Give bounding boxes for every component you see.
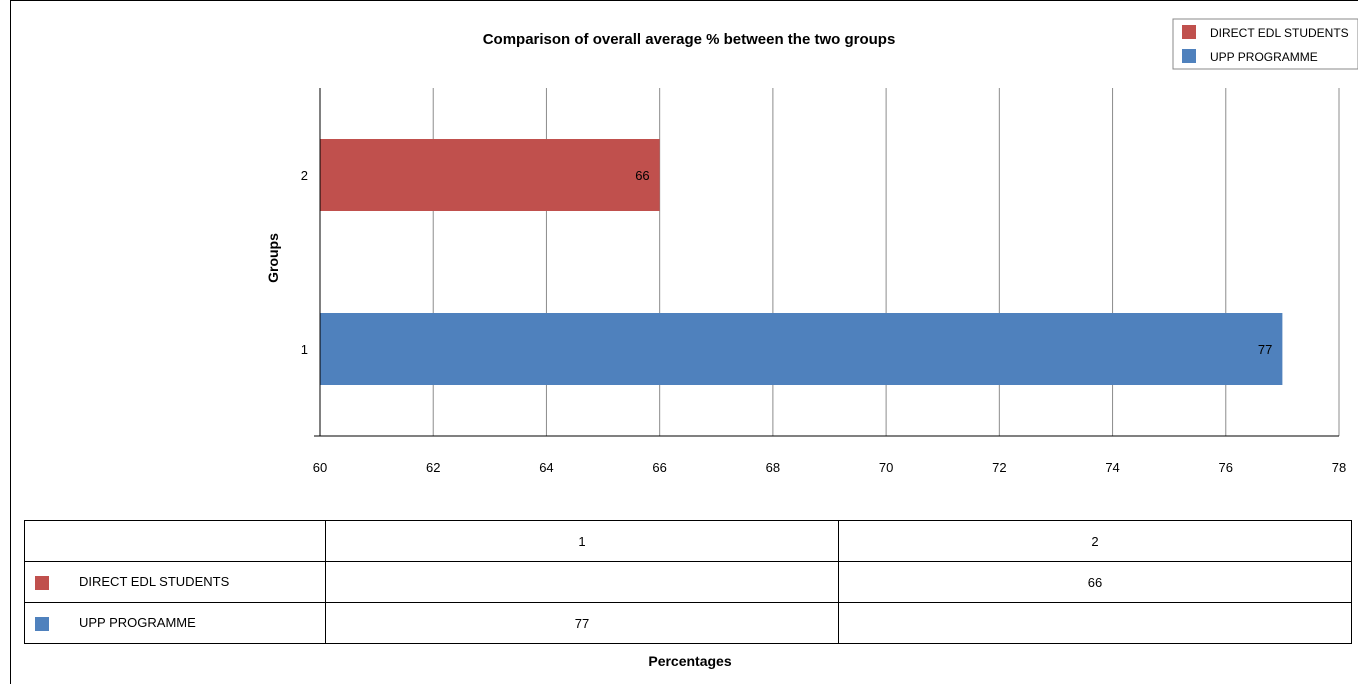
- data-table-series-cell: DIRECT EDL STUDENTS: [24, 561, 326, 603]
- legend: DIRECT EDL STUDENTS UPP PROGRAMME: [1172, 18, 1358, 70]
- y-tick-labels: 12: [301, 168, 308, 357]
- legend-label-upp: UPP PROGRAMME: [1210, 50, 1318, 64]
- y-tick-label: 1: [301, 342, 308, 357]
- x-tick-label: 72: [992, 460, 1006, 475]
- x-tick-label: 76: [1219, 460, 1233, 475]
- x-tick-label: 74: [1105, 460, 1119, 475]
- bar-chart: Comparison of overall average % between …: [265, 18, 1358, 475]
- x-tick-label: 64: [539, 460, 553, 475]
- y-tick-label: 2: [301, 168, 308, 183]
- data-table-cell: 66: [838, 561, 1352, 603]
- legend-swatch-direct-edl: [1182, 25, 1196, 39]
- data-table-cell: [838, 602, 1352, 644]
- x-tick-label: 70: [879, 460, 893, 475]
- x-axis-title: Percentages: [648, 653, 732, 669]
- data-table-corner: [24, 520, 326, 562]
- series-label: DIRECT EDL STUDENTS: [79, 574, 230, 590]
- series-swatch-upp: [35, 616, 49, 631]
- data-table-cell: 77: [325, 602, 839, 644]
- data-table-header-row: 1 2: [24, 520, 1352, 562]
- data-table-series-cell: UPP PROGRAMME: [24, 602, 326, 644]
- bars: 77 66: [320, 139, 1283, 385]
- bar: [320, 139, 660, 211]
- data-table-header-cell: 2: [838, 520, 1352, 562]
- data-table-row: UPP PROGRAMME 77: [24, 602, 1352, 644]
- bar-value-label: 66: [635, 168, 649, 183]
- legend-box: [1172, 18, 1358, 70]
- series-label: UPP PROGRAMME: [79, 615, 196, 631]
- bar: [320, 313, 1283, 385]
- legend-label-direct-edl: DIRECT EDL STUDENTS: [1210, 26, 1349, 40]
- data-table-header-cell: 1: [325, 520, 839, 562]
- chart-title: Comparison of overall average % between …: [483, 31, 896, 48]
- axes: [314, 88, 1339, 437]
- x-tick-labels: 60 62 64 66 68 70 72 74 76 78: [313, 460, 1346, 475]
- bar-value-label: 77: [1258, 342, 1272, 357]
- chart-frame: [10, 0, 1358, 684]
- legend-swatch-upp: [1182, 49, 1196, 63]
- x-tick-label: 60: [313, 460, 327, 475]
- x-tick-label: 68: [766, 460, 780, 475]
- data-table: 1 2 DIRECT EDL STUDENTS 66 UPP PROGRAMME…: [24, 520, 1352, 644]
- data-table-row: DIRECT EDL STUDENTS 66: [24, 561, 1352, 603]
- x-tick-label: 66: [652, 460, 666, 475]
- data-table-cell: [325, 561, 839, 603]
- x-tick-label: 62: [426, 460, 440, 475]
- x-tick-label: 78: [1332, 460, 1346, 475]
- series-swatch-direct-edl: [35, 575, 49, 590]
- y-axis-title: Groups: [265, 233, 281, 283]
